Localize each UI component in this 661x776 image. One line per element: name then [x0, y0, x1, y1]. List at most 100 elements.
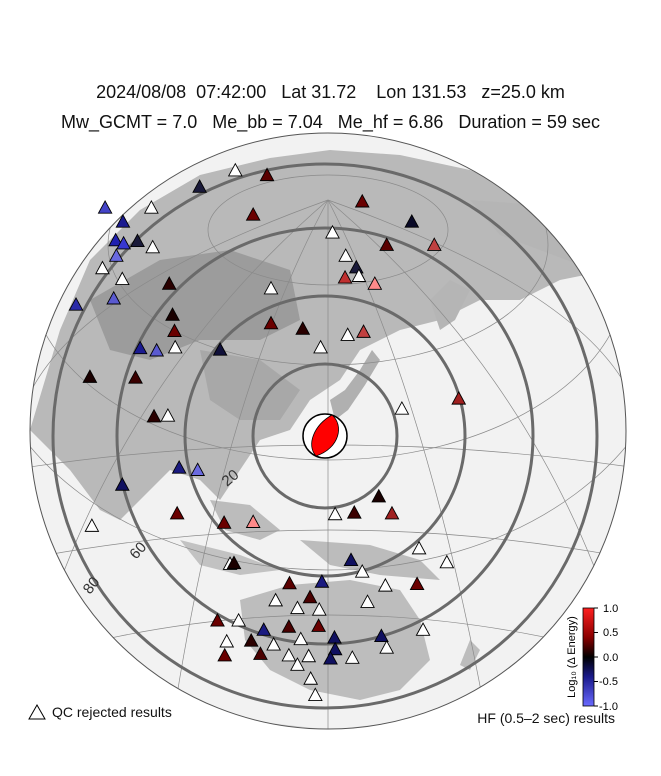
station-triangle — [130, 233, 145, 248]
station-qc-rejected-triangle — [266, 636, 282, 651]
station-triangle — [82, 369, 98, 383]
hf-legend-label: HF (0.5–2 sec) results — [477, 710, 615, 726]
station-triangle — [108, 248, 124, 262]
station-triangle — [243, 633, 259, 647]
japan-land — [330, 350, 380, 420]
station-triangle — [217, 647, 233, 662]
station-triangle — [161, 276, 177, 290]
station-qc-rejected-triangle — [219, 633, 235, 648]
station-qc-rejected-triangle — [327, 506, 343, 521]
qc-triangle-icon — [28, 704, 46, 720]
focal-mechanism-beachball — [302, 413, 348, 459]
station-triangle — [108, 232, 124, 247]
station-triangle — [245, 514, 261, 528]
station-triangle — [379, 237, 395, 251]
station-triangle — [165, 307, 180, 321]
station-qc-rejected-triangle — [311, 601, 327, 616]
stations-layer — [68, 162, 467, 701]
station-qc-rejected-triangle — [227, 162, 243, 177]
station-triangle — [337, 269, 353, 284]
station-triangle — [216, 515, 232, 529]
station-triangle — [295, 321, 311, 335]
station-triangle — [367, 276, 383, 290]
station-triangle — [106, 290, 122, 305]
station-qc-rejected-triangle — [340, 327, 356, 341]
station-qc-rejected-triangle — [394, 401, 410, 415]
station-qc-rejected-triangle — [281, 647, 297, 662]
station-triangle — [167, 323, 182, 338]
station-triangle — [114, 477, 130, 491]
station-qc-rejected-triangle — [95, 260, 110, 275]
new-guinea-land — [300, 540, 440, 580]
station-qc-rejected-triangle — [290, 657, 305, 671]
station-triangle — [259, 167, 275, 182]
station-qc-rejected-triangle — [84, 518, 100, 532]
station-qc-rejected-triangle — [344, 650, 360, 664]
station-triangle — [190, 462, 206, 476]
station-triangle — [373, 628, 389, 643]
station-triangle — [263, 315, 279, 330]
station-triangle — [146, 408, 162, 423]
colorbar-gradient — [582, 607, 595, 707]
station-triangle — [132, 340, 148, 355]
station-triangle — [451, 390, 467, 405]
station-qc-rejected-triangle — [290, 600, 305, 615]
station-qc-rejected-triangle — [415, 622, 431, 636]
station-qc-rejected-triangle — [293, 631, 309, 646]
station-triangle — [128, 369, 143, 384]
station-triangle — [311, 618, 327, 632]
station-qc-rejected-triangle — [313, 339, 328, 354]
qc-legend: QC rejected results — [28, 704, 172, 720]
station-triangle — [149, 342, 165, 357]
station-triangle — [327, 641, 343, 656]
station-triangle — [371, 488, 387, 503]
station-qc-rejected-triangle — [231, 612, 247, 627]
colorbar-tick-2: 0.5 — [603, 627, 618, 639]
station-qc-rejected-triangle — [263, 280, 279, 295]
station-qc-rejected-triangle — [338, 248, 354, 262]
station-triangle — [323, 650, 338, 665]
station-triangle — [281, 619, 297, 633]
station-qc-rejected-triangle — [411, 540, 427, 555]
station-triangle — [356, 324, 371, 338]
station-qc-rejected-triangle — [377, 577, 393, 592]
station-triangle — [253, 646, 268, 660]
borneo-land — [210, 500, 280, 540]
ring-40-deg — [183, 294, 467, 578]
station-triangle — [256, 622, 272, 636]
ring-20-deg — [251, 362, 399, 510]
station-qc-rejected-triangle — [379, 640, 395, 654]
new-zealand-land — [460, 640, 480, 670]
station-triangle — [226, 555, 242, 570]
colorbar-tick-1: 1.0 — [603, 603, 618, 615]
station-triangle — [343, 552, 359, 566]
station-triangle — [68, 297, 84, 311]
station-qc-rejected-triangle — [303, 671, 319, 685]
station-triangle — [210, 612, 225, 627]
globe-outline — [29, 132, 627, 730]
station-triangle — [97, 200, 113, 214]
station-qc-rejected-triangle — [360, 594, 375, 608]
station-qc-rejected-triangle — [160, 407, 176, 422]
ring-80-deg — [51, 162, 599, 710]
station-triangle — [171, 459, 187, 474]
station-triangle — [314, 574, 330, 588]
station-qc-rejected-triangle — [307, 687, 323, 701]
asia-land — [30, 150, 610, 520]
station-triangle — [169, 505, 185, 520]
station-triangle — [354, 193, 370, 208]
station-triangle — [302, 589, 318, 604]
station-qc-rejected-triangle — [301, 648, 317, 663]
colorbar-tick-5: -1.0 — [599, 701, 618, 713]
station-triangle — [115, 213, 131, 228]
distance-rings — [51, 162, 599, 710]
station-qc-rejected-triangle — [325, 224, 340, 239]
ring-60-deg — [115, 226, 535, 646]
colorbar-tick-3: 0.0 — [603, 652, 618, 664]
magnitude-info-line: Mw_GCMT = 7.0 Me_bb = 7.04 Me_hf = 6.86 … — [61, 112, 600, 132]
station-qc-rejected-triangle — [354, 563, 370, 578]
station-qc-rejected-triangle — [268, 592, 284, 607]
station-triangle — [212, 342, 228, 356]
kamchatka-land — [430, 280, 470, 330]
